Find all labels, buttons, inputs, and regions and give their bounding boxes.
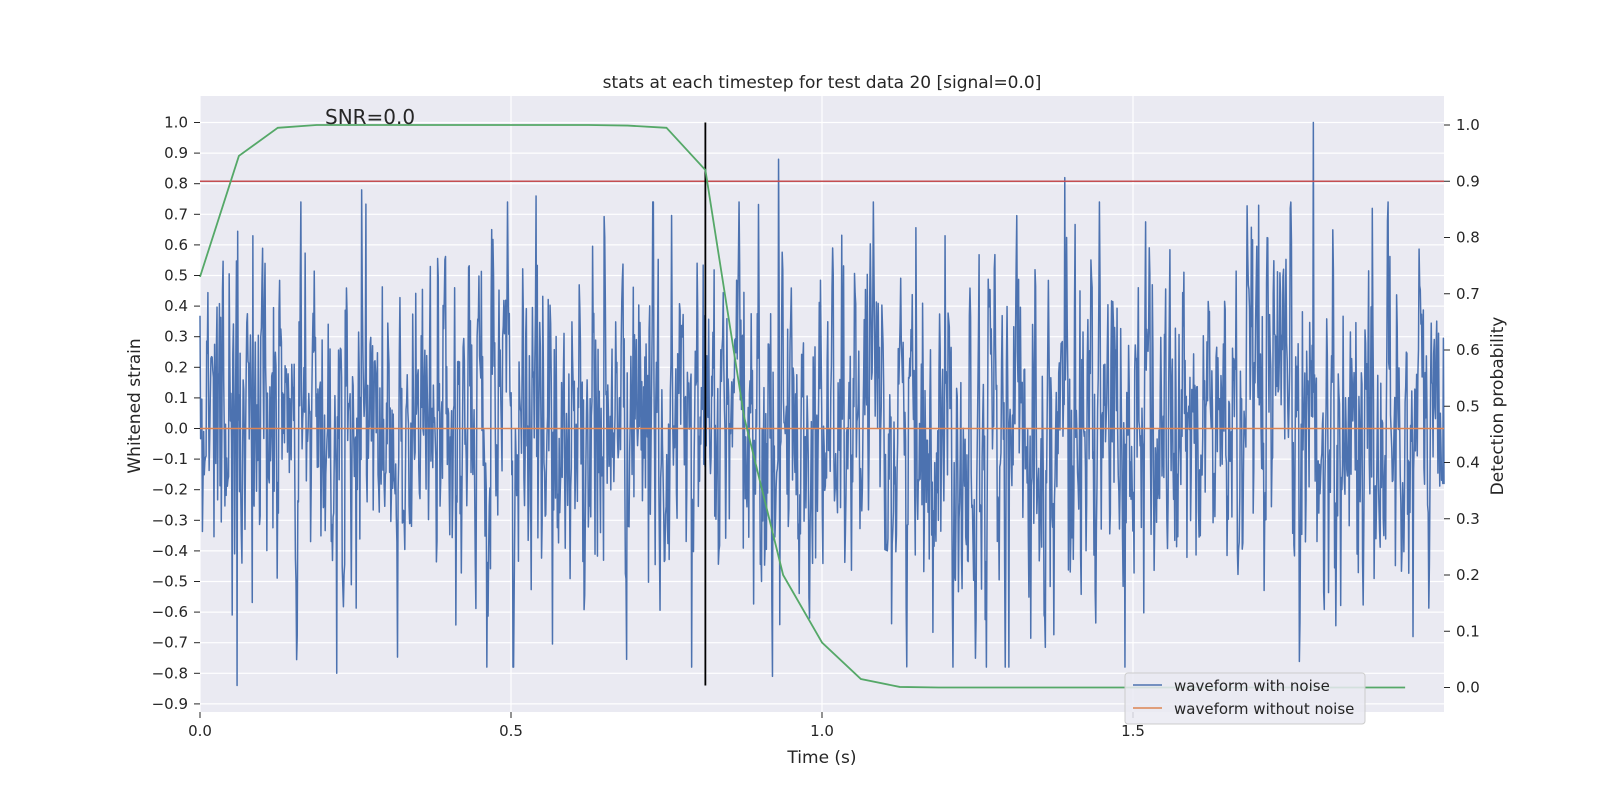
y-tick-label-left-19: −0.9 — [152, 695, 188, 713]
chart-title: stats at each timestep for test data 20 … — [603, 73, 1042, 93]
y-tick-label-right-4: 0.6 — [1456, 341, 1480, 359]
y-tick-label-right-8: 0.2 — [1456, 566, 1480, 584]
y-tick-label-left-5: 0.5 — [164, 267, 188, 285]
x-tick-label-3: 1.5 — [1121, 722, 1145, 740]
x-tick-label-2: 1.0 — [810, 722, 834, 740]
y-tick-label-left-17: −0.7 — [152, 634, 188, 652]
y-tick-label-left-1: 0.9 — [164, 144, 188, 162]
legend-label-clean: waveform without noise — [1174, 700, 1354, 718]
series-waveform-with-noise — [199, 121, 1445, 687]
y-tick-label-right-6: 0.4 — [1456, 454, 1480, 472]
axis-layer: 1.0 0.9 0.8 0.7 0.6 0.5 0.4 0.3 0.2 0.1 0.0 −0.1 −0.… — [152, 114, 1480, 741]
y-tick-label-left-7: 0.3 — [164, 328, 188, 346]
y-tick-label-right-0: 1.0 — [1456, 116, 1480, 134]
x-tick-label-0: 0.0 — [188, 722, 212, 740]
y-tick-label-left-10: 0.0 — [164, 420, 188, 438]
series-layer — [199, 121, 1445, 689]
y-tick-label-left-3: 0.7 — [164, 205, 188, 223]
y-tick-label-left-9: 0.1 — [164, 389, 188, 407]
y-tick-label-left-11: −0.1 — [152, 450, 188, 468]
y-tick-label-right-10: 0.0 — [1456, 679, 1480, 697]
y-tick-label-right-1: 0.9 — [1456, 172, 1480, 190]
x-axis-label: Time (s) — [786, 748, 856, 768]
legend: waveform with noise waveform without noi… — [1124, 672, 1366, 725]
legend-box — [1124, 672, 1366, 725]
y-tick-label-left-2: 0.8 — [164, 175, 188, 193]
y-tick-label-right-5: 0.5 — [1456, 397, 1480, 415]
y-tick-label-right-9: 0.1 — [1456, 622, 1480, 640]
y-tick-label-left-13: −0.3 — [152, 511, 188, 529]
y-tick-label-left-0: 1.0 — [164, 114, 188, 132]
y-tick-label-left-4: 0.6 — [164, 236, 188, 254]
y-tick-label-left-6: 0.4 — [164, 297, 188, 315]
legend-label-noise: waveform with noise — [1174, 677, 1330, 695]
y-tick-label-left-18: −0.8 — [152, 664, 188, 682]
y-tick-label-left-16: −0.6 — [152, 603, 188, 621]
snr-annotation: SNR=0.0 — [325, 105, 415, 129]
y-tick-label-left-15: −0.5 — [152, 573, 188, 591]
y-tick-label-left-14: −0.4 — [152, 542, 188, 560]
y-axis-label-right: Detection probability — [1488, 317, 1508, 496]
y-tick-label-right-2: 0.8 — [1456, 229, 1480, 247]
y-tick-label-left-8: 0.2 — [164, 358, 188, 376]
y-tick-label-left-12: −0.2 — [152, 481, 188, 499]
x-tick-label-1: 0.5 — [499, 722, 523, 740]
y-tick-label-right-3: 0.7 — [1456, 285, 1480, 303]
y-tick-label-right-7: 0.3 — [1456, 510, 1480, 528]
y-axis-label-left: Whitened strain — [125, 338, 145, 473]
